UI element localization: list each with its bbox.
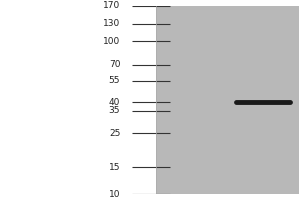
- Text: 25: 25: [109, 129, 120, 138]
- Text: 15: 15: [109, 163, 120, 172]
- Text: 10: 10: [109, 190, 120, 199]
- Text: 35: 35: [109, 106, 120, 115]
- FancyBboxPatch shape: [156, 6, 298, 194]
- Text: 40: 40: [109, 98, 120, 107]
- Text: 170: 170: [103, 1, 120, 10]
- Text: 100: 100: [103, 37, 120, 46]
- Text: 70: 70: [109, 60, 120, 69]
- Text: 130: 130: [103, 19, 120, 28]
- Text: 55: 55: [109, 76, 120, 85]
